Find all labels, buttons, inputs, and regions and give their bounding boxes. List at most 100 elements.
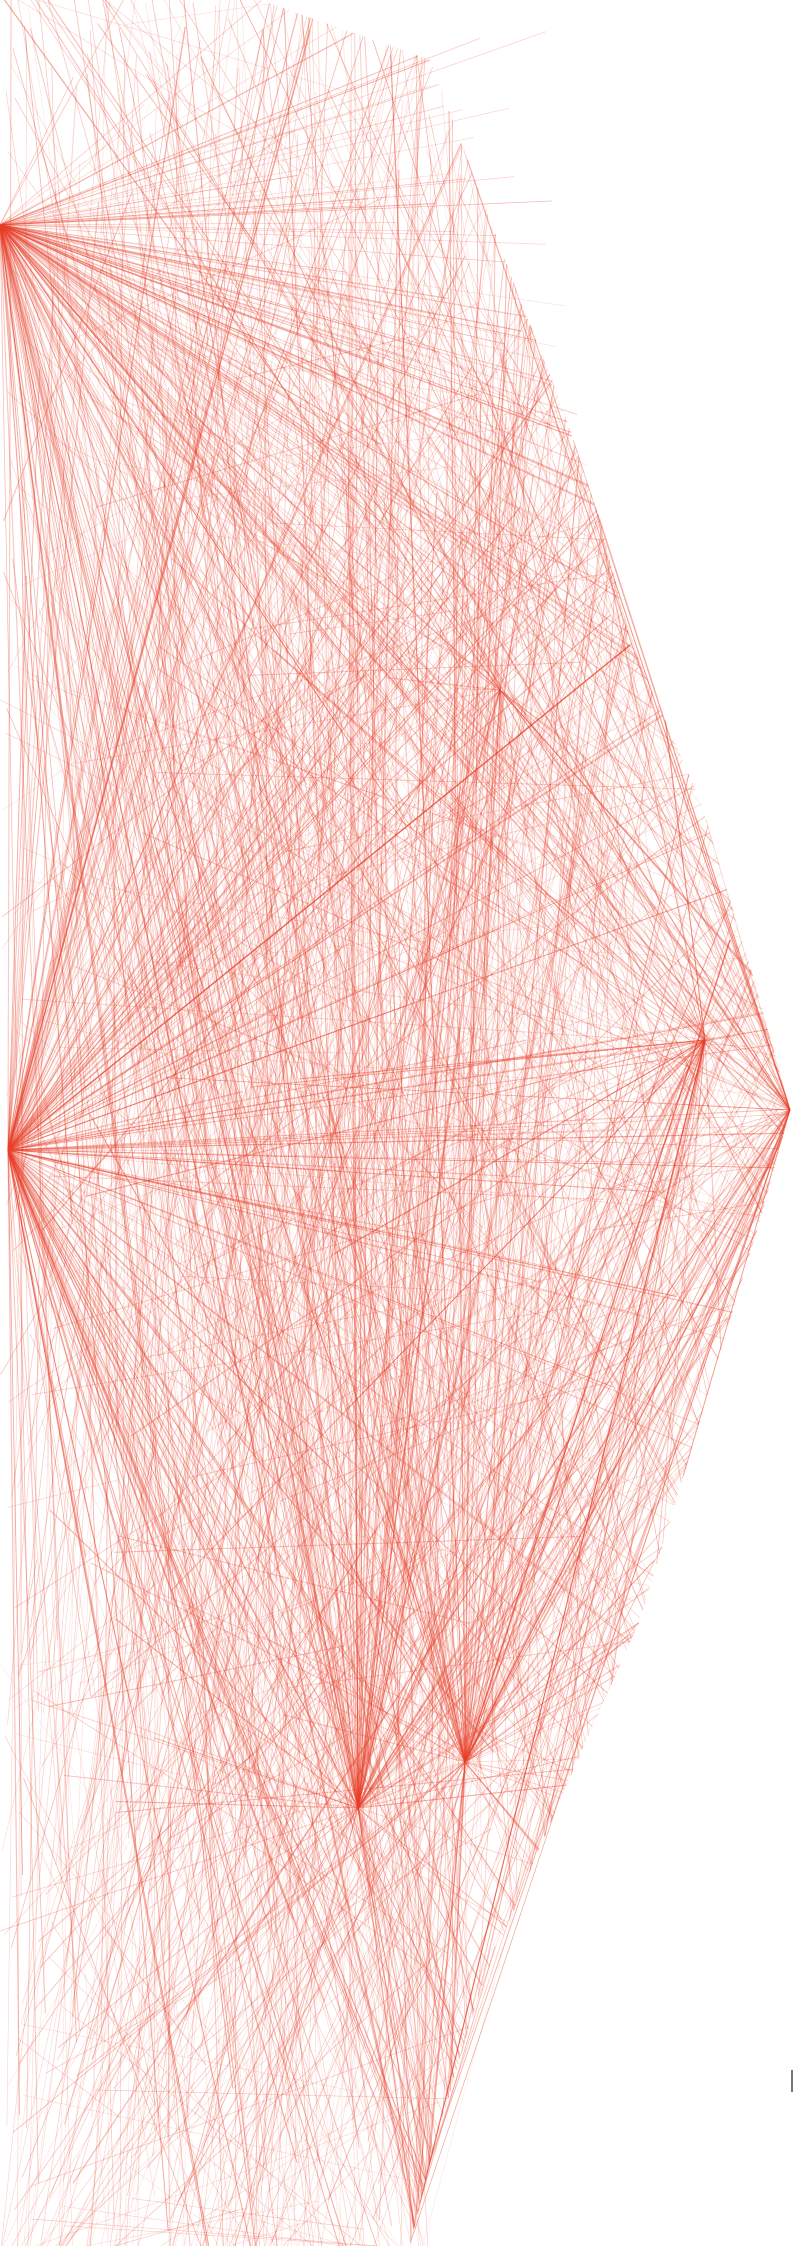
edge-line-390 (357, 1454, 690, 1809)
edge-line-1753 (40, 1851, 219, 2246)
edge-line-457 (464, 1761, 527, 1803)
edge-line-573 (704, 1039, 776, 1057)
edge-line-1197 (189, 1608, 368, 2054)
edge-line-1567 (147, 413, 543, 789)
edge-line-964 (120, 309, 350, 1460)
edge-line-1536 (592, 1201, 765, 1231)
edge-line-79 (0, 224, 736, 1303)
edge-line-167 (7, 172, 473, 1151)
edge-line-533 (131, 1039, 706, 1437)
edge-line-1291 (69, 55, 471, 701)
edge-line-1069 (388, 410, 564, 423)
edge-line-13 (0, 224, 637, 1630)
edge-line-967 (167, 1781, 172, 2137)
edge-line-1741 (55, 1919, 424, 2246)
edge-line-1452 (59, 1080, 212, 2246)
edge-line-905 (506, 263, 612, 701)
edge-line-1593 (0, 224, 421, 323)
edge-line-63 (0, 224, 573, 437)
edge-line-836 (40, 149, 393, 1316)
edge-line-209 (7, 1149, 491, 1967)
edge-line-1074 (219, 78, 374, 1336)
edge-line-1050 (510, 1326, 633, 1640)
edge-line-770 (95, 2089, 449, 2100)
edge-line-1386 (165, 649, 277, 930)
edge-line-685 (342, 208, 487, 2073)
edge-line-666 (499, 301, 521, 691)
edge-line-1469 (325, 58, 426, 1374)
edge-line-486 (446, 1568, 466, 1763)
edge-line-646 (499, 446, 577, 691)
edge-line-1413 (112, 1596, 415, 2227)
edge-line-145 (7, 1149, 127, 1382)
edge-line-1198 (489, 603, 765, 1206)
edge-line-92 (0, 224, 553, 382)
edge-line-511 (464, 753, 585, 1763)
edge-line-949 (104, 886, 426, 943)
edge-line-238 (7, 1149, 379, 2108)
edge-line-1450 (62, 181, 476, 2183)
edge-line-116 (0, 9, 290, 226)
edge-line-1666 (29, 285, 282, 2246)
edge-line-996 (334, 1173, 774, 2043)
edge-line-339 (357, 685, 651, 1809)
edge-line-827 (182, 922, 484, 1229)
edge-line-1077 (163, 939, 472, 1095)
edge-line-198 (7, 30, 348, 1151)
edge-line-1265 (421, 566, 459, 2197)
edge-line-875 (415, 648, 630, 1645)
edge-line-1039 (106, 1100, 788, 1679)
edge-line-202 (7, 1149, 433, 2154)
edge-line-1712 (281, 605, 363, 2246)
edge-line-1075 (160, 850, 382, 1159)
edge-line-1052 (236, 376, 415, 2230)
edge-line-1177 (131, 1435, 255, 2073)
edge-line-1378 (3, 511, 447, 811)
edge-line-168 (7, 1149, 340, 2246)
edge-line-1661 (123, 817, 257, 2246)
edge-line-918 (579, 530, 604, 717)
edge-line-326 (357, 952, 747, 1809)
edge-line-81 (0, 224, 527, 318)
edge-line-433 (464, 1241, 754, 1763)
edge-line-572 (299, 1039, 706, 1080)
edge-line-1317 (58, 1047, 363, 1054)
edge-line-948 (261, 202, 655, 823)
edge-line-1531 (389, 392, 682, 758)
edge-line-269 (7, 1149, 293, 1920)
edge-line-1703 (187, 1690, 427, 2246)
edge-line-696 (22, 651, 234, 1830)
edge-line-1472 (463, 507, 482, 1883)
edge-line-719 (87, 0, 219, 875)
edge-line-141 (7, 715, 664, 1151)
edge-line-1478 (33, 381, 178, 2140)
edge-line-1081 (32, 1690, 449, 1955)
edge-line-1416 (18, 0, 364, 210)
edge-line-1714 (171, 255, 297, 2246)
edge-line-460 (464, 1181, 771, 1763)
edge-line-11 (0, 224, 789, 1103)
edge-line-1607 (0, 176, 515, 226)
edge-line-1676 (215, 1917, 261, 2246)
edge-line-556 (564, 1039, 706, 1279)
edge-line-129 (7, 1149, 692, 1448)
edge-line-1575 (170, 473, 198, 1217)
edge-line-1246 (10, 1230, 219, 1948)
edge-line-1733 (186, 2140, 313, 2246)
edge-line-420 (301, 14, 466, 1763)
edge-line-1556 (160, 1593, 573, 1772)
edge-line-1402 (23, 1778, 202, 2246)
edge-line-1313 (228, 1057, 639, 2207)
edge-line-927 (25, 296, 176, 2018)
edge-line-1262 (173, 1111, 314, 1246)
edge-line-245 (7, 470, 387, 1151)
edge-line-526 (151, 0, 466, 1763)
edge-line-931 (367, 435, 412, 2243)
edge-line-1692 (224, 762, 647, 2246)
edge-line-195 (7, 488, 590, 1151)
edge-line-1366 (503, 1049, 774, 1511)
edge-line-1112 (439, 837, 763, 1010)
edge-line-1008 (174, 465, 458, 500)
edge-line-1309 (126, 263, 326, 537)
edge-line-1438 (19, 493, 58, 1640)
